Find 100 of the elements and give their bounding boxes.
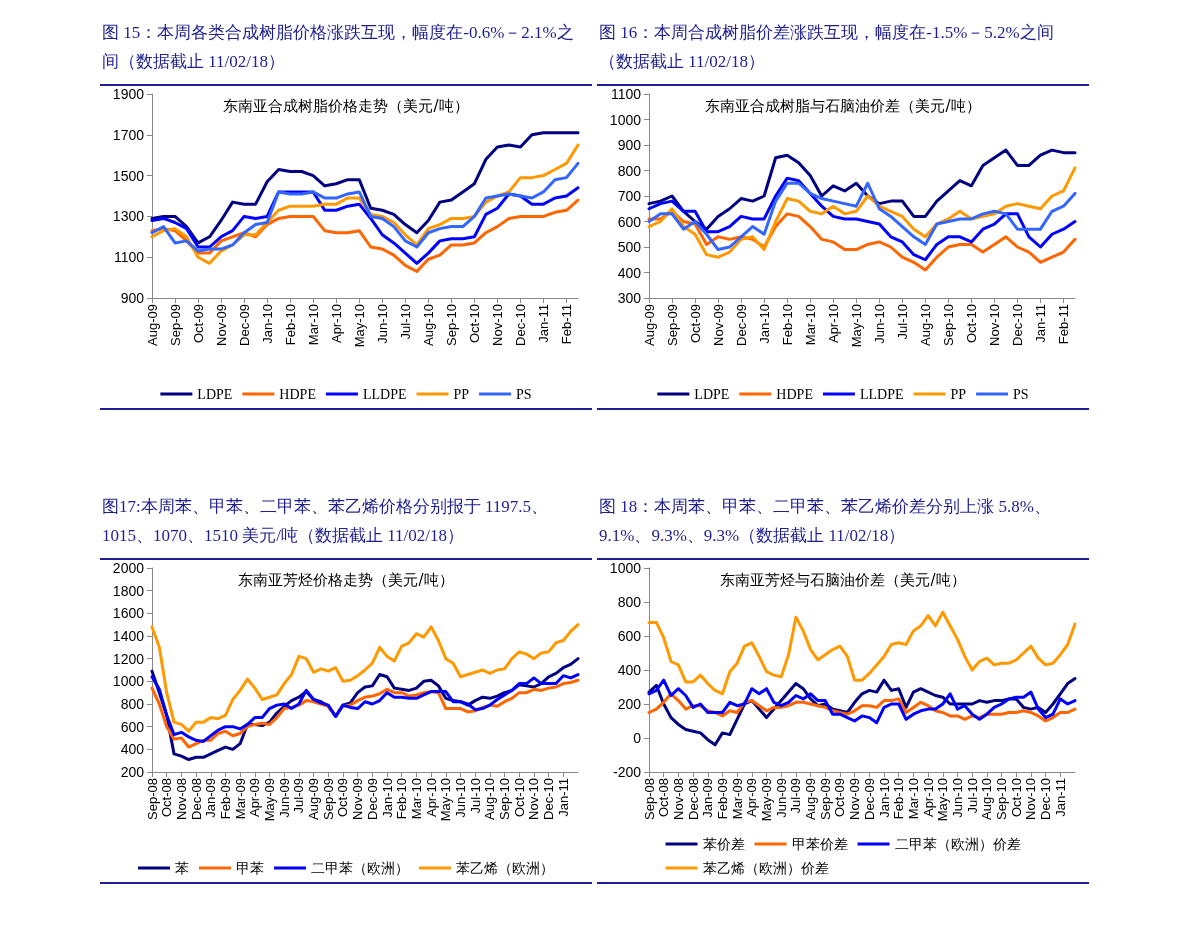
- y-tick-label: 400: [120, 741, 145, 758]
- x-tick-label: Nov-10: [986, 304, 1002, 346]
- x-tick-label: Jun-10: [949, 778, 965, 818]
- x-tick-label: Apr-10: [328, 304, 344, 344]
- y-tick-label: 300: [617, 290, 642, 306]
- x-tick-label: Apr-09: [744, 778, 760, 818]
- x-tick-label: May-10: [848, 304, 864, 348]
- chart-title: 图17:本周苯、甲苯、二甲苯、苯乙烯价格分别报于 1197.5、1015、1070、1510 美元/吨（数据截止 11/02/18）: [100, 492, 592, 560]
- x-tick-label: Feb-10: [282, 304, 298, 346]
- x-tick-label: Oct-10: [963, 304, 979, 344]
- legend-label: 苯: [175, 860, 189, 876]
- y-tick-label: 1000: [609, 111, 642, 128]
- x-tick-label: Jun-10: [374, 304, 390, 344]
- x-tick-label: Oct-09: [832, 778, 848, 818]
- y-tick-label: 1100: [610, 86, 642, 102]
- legend-label: HDPE: [776, 386, 813, 402]
- x-tick-label: Aug-09: [803, 778, 819, 820]
- x-tick-label: Oct-10: [466, 304, 482, 344]
- x-tick-label: Jan-11: [1032, 304, 1048, 343]
- x-tick-label: Oct-10: [1008, 778, 1024, 818]
- y-tick-label: 1600: [112, 605, 145, 622]
- x-tick-label: Oct-10: [511, 778, 527, 818]
- x-tick-label: May-09: [262, 778, 278, 822]
- y-tick-label: -200: [612, 764, 642, 780]
- x-tick-label: Aug-09: [641, 304, 657, 346]
- y-tick-label: 1700: [112, 126, 145, 143]
- x-tick-label: Mar-10: [802, 304, 818, 346]
- legend-label: 苯乙烯（欧洲）价差: [702, 860, 829, 876]
- x-tick-label: Oct-09: [335, 778, 351, 818]
- x-tick-label: Dec-10: [1038, 778, 1054, 820]
- line-series: [647, 181, 1077, 252]
- y-tick-label: 1000: [112, 673, 145, 690]
- x-tick-label: Jul-10: [397, 304, 413, 340]
- x-tick-label: Dec-09: [861, 778, 877, 820]
- x-tick-label: Apr-10: [423, 778, 439, 818]
- x-tick-label: Apr-10: [825, 304, 841, 344]
- legend-label: LLDPE: [859, 386, 904, 402]
- x-tick-label: Jan-10: [259, 304, 275, 344]
- x-tick-label: Sep-09: [817, 778, 833, 820]
- y-tick-label: 2000: [112, 560, 145, 576]
- x-tick-label: Jan-09: [203, 778, 219, 818]
- y-tick-label: 1800: [112, 582, 145, 599]
- x-tick-label: Dec-09: [236, 304, 252, 346]
- x-tick-label: Jan-11: [1052, 778, 1068, 817]
- legend-label: HDPE: [279, 386, 316, 402]
- chart-subtitle: 东南亚合成树脂与石脑油价差（美元/吨）: [705, 97, 981, 115]
- x-tick-label: Jan-10: [876, 778, 892, 818]
- legend-label: 苯乙烯（欧洲）: [456, 860, 554, 876]
- y-tick-label: 900: [120, 290, 145, 306]
- line-series: [647, 610, 1077, 696]
- y-tick-label: 800: [617, 594, 642, 610]
- x-tick-label: Feb-09: [714, 778, 730, 820]
- x-tick-label: Jul-09: [788, 778, 804, 814]
- x-tick-label: Sep-09: [320, 778, 336, 820]
- x-tick-label: Sep-08: [144, 778, 160, 820]
- x-tick-label: Nov-08: [173, 778, 189, 820]
- x-tick-label: Jul-10: [964, 778, 980, 814]
- legend-label: 二甲苯（欧洲）: [311, 860, 409, 876]
- chart-title: 图 16：本周合成树脂价差涨跌互现，幅度在-1.5%－5.2%之间（数据截止 11/02/18）: [597, 18, 1089, 86]
- x-tick-label: Mar-10: [408, 778, 424, 820]
- x-tick-label: Feb-09: [217, 778, 233, 820]
- x-tick-label: Sep-09: [167, 304, 183, 346]
- y-tick-label: 1000: [609, 560, 642, 576]
- y-tick-label: 1100: [113, 249, 145, 266]
- x-tick-label: Sep-09: [664, 304, 680, 346]
- x-tick-label: Dec-09: [733, 304, 749, 346]
- x-tick-label: Aug-10: [482, 778, 498, 820]
- legend-label: PP: [453, 386, 470, 402]
- x-tick-label: Feb-10: [394, 778, 410, 820]
- x-tick-label: Nov-10: [526, 778, 542, 820]
- x-tick-label: Dec-08: [188, 778, 204, 820]
- y-tick-label: 1300: [112, 208, 145, 225]
- x-tick-label: Sep-10: [994, 778, 1010, 820]
- x-tick-label: Jun-10: [452, 778, 468, 818]
- x-tick-label: Sep-10: [940, 304, 956, 346]
- y-tick-label: 600: [617, 213, 642, 230]
- chart-subtitle: 东南亚芳烃与石脑油价差（美元/吨）: [720, 571, 966, 589]
- x-tick-label: Aug-10: [420, 304, 436, 346]
- x-tick-label: Jun-10: [871, 304, 887, 344]
- line-series: [150, 623, 580, 733]
- x-tick-label: Nov-09: [847, 778, 863, 820]
- x-tick-label: Jun-09: [773, 778, 789, 818]
- x-tick-label: Nov-10: [489, 304, 505, 346]
- x-tick-label: Aug-10: [917, 304, 933, 346]
- y-tick-label: 1500: [112, 167, 145, 184]
- x-tick-label: Nov-08: [670, 778, 686, 820]
- y-tick-label: 900: [617, 137, 642, 153]
- y-tick-label: 200: [617, 696, 642, 712]
- x-tick-label: Nov-09: [710, 304, 726, 346]
- legend-label: 甲苯价差: [791, 836, 848, 852]
- y-tick-label: 400: [617, 662, 642, 678]
- x-tick-label: Feb-10: [779, 304, 795, 346]
- legend-label: LLDPE: [362, 386, 407, 402]
- x-tick-label: Mar-09: [232, 778, 248, 820]
- y-tick-label: 700: [617, 188, 642, 204]
- x-tick-label: Dec-10: [512, 304, 528, 346]
- y-tick-label: 800: [617, 162, 642, 179]
- legend-label: PS: [1013, 386, 1029, 402]
- legend-label: 甲苯: [236, 860, 264, 876]
- x-tick-label: Mar-10: [305, 304, 321, 346]
